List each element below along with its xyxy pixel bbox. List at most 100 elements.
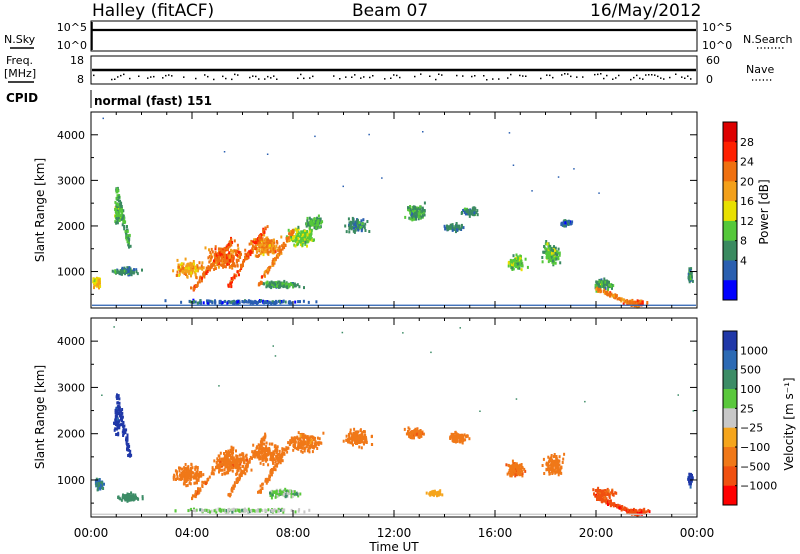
range-cell bbox=[118, 210, 121, 214]
range-cell bbox=[177, 263, 180, 267]
nave-point bbox=[162, 77, 164, 79]
range-cell bbox=[124, 229, 127, 233]
range-cell bbox=[136, 272, 139, 276]
range-cell bbox=[222, 248, 225, 252]
range-cell bbox=[552, 247, 555, 251]
range-cell bbox=[120, 206, 123, 210]
range-cell bbox=[312, 239, 315, 242]
range-cell bbox=[289, 238, 292, 242]
range-cell bbox=[455, 432, 458, 436]
range-cell bbox=[282, 511, 285, 514]
nave-point bbox=[255, 75, 257, 78]
range-cell bbox=[133, 268, 135, 272]
range-cell bbox=[201, 276, 203, 280]
range-cell bbox=[196, 281, 199, 285]
range-cell bbox=[236, 463, 239, 467]
range-cell bbox=[563, 222, 565, 226]
range-cell bbox=[97, 282, 99, 286]
range-cell bbox=[221, 263, 223, 267]
range-cell bbox=[516, 466, 518, 470]
range-cell bbox=[186, 475, 189, 479]
range-cell bbox=[431, 493, 434, 496]
range-cell bbox=[629, 300, 632, 304]
range-cell bbox=[364, 433, 366, 437]
range-cell bbox=[113, 422, 116, 425]
range-cell bbox=[193, 300, 195, 304]
nave-point bbox=[123, 73, 125, 76]
range-cell bbox=[465, 210, 468, 214]
range-cell bbox=[210, 247, 213, 251]
range-cell bbox=[511, 266, 514, 270]
range-cell bbox=[301, 243, 304, 247]
range-cell bbox=[274, 258, 277, 262]
range-cell bbox=[510, 468, 513, 472]
range-cell bbox=[413, 217, 415, 221]
range-cell bbox=[352, 218, 355, 221]
range-cell bbox=[196, 301, 199, 305]
range-cell bbox=[116, 419, 119, 423]
range-cell bbox=[251, 300, 254, 304]
range-cell bbox=[233, 239, 236, 243]
range-cell bbox=[126, 240, 129, 244]
range-cell bbox=[594, 283, 597, 287]
range-cell bbox=[218, 262, 221, 265]
range-cell bbox=[314, 440, 317, 444]
range-cell bbox=[306, 216, 309, 220]
range-cell bbox=[117, 199, 120, 203]
range-cell bbox=[347, 217, 350, 221]
range-cell bbox=[318, 225, 321, 229]
range-cell bbox=[598, 489, 600, 493]
range-cell bbox=[297, 237, 300, 240]
range-cell bbox=[273, 285, 276, 288]
range-cell bbox=[688, 267, 691, 271]
range-cell bbox=[202, 271, 205, 275]
range-cell bbox=[224, 464, 227, 468]
range-cell bbox=[194, 273, 197, 277]
range-cell bbox=[610, 292, 613, 296]
range-cell bbox=[293, 282, 295, 286]
range-cell bbox=[245, 508, 247, 512]
range-cell bbox=[239, 251, 242, 255]
nave-point bbox=[669, 76, 671, 79]
range-cell bbox=[509, 264, 512, 268]
range-cell bbox=[242, 456, 245, 460]
range-cell bbox=[228, 259, 231, 263]
range-cell bbox=[214, 253, 217, 257]
range-cell bbox=[551, 259, 554, 263]
range-cell bbox=[261, 486, 264, 490]
range-cell bbox=[250, 509, 253, 513]
range-cell bbox=[262, 299, 265, 303]
range-cell bbox=[125, 225, 128, 229]
range-cell bbox=[230, 277, 233, 280]
range-cell bbox=[261, 451, 264, 455]
nave-point bbox=[138, 75, 140, 77]
range-cell bbox=[449, 435, 452, 439]
range-cell bbox=[292, 440, 295, 444]
range-cell bbox=[422, 432, 425, 436]
range-cell bbox=[606, 489, 609, 493]
range-cell bbox=[225, 256, 228, 260]
range-cell bbox=[355, 442, 357, 445]
range-cell bbox=[128, 241, 130, 245]
range-cell bbox=[192, 471, 195, 475]
range-cell bbox=[357, 434, 360, 438]
range-cell bbox=[285, 282, 288, 286]
nave-point bbox=[273, 75, 275, 77]
nave-point bbox=[213, 78, 215, 81]
range-cell bbox=[273, 282, 276, 286]
range-cell bbox=[641, 302, 644, 306]
range-cell bbox=[299, 235, 302, 239]
range-cell bbox=[265, 481, 268, 485]
range-cell bbox=[541, 260, 544, 264]
range-cell bbox=[558, 463, 560, 467]
nave-point bbox=[237, 74, 239, 76]
range-cell bbox=[261, 242, 264, 246]
range-cell bbox=[287, 238, 289, 242]
range-cell bbox=[95, 277, 97, 281]
range-cell bbox=[647, 509, 650, 513]
range-cell bbox=[246, 464, 249, 468]
range-cell bbox=[261, 455, 264, 459]
range-cell bbox=[602, 489, 605, 493]
range-cell bbox=[313, 220, 316, 224]
range-cell bbox=[301, 235, 304, 239]
